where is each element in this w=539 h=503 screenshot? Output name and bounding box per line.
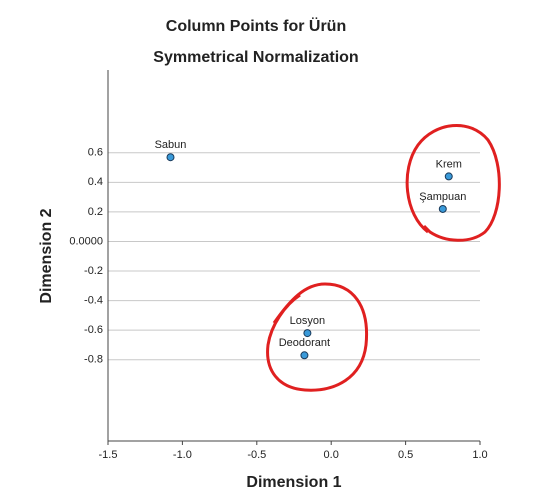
x-tick-label: -1.0 [173, 449, 192, 461]
point-label: Krem [436, 158, 462, 170]
point [166, 153, 175, 162]
x-tick-label: 0.5 [398, 449, 413, 461]
y-tick-label: -0.2 [84, 265, 103, 277]
point [300, 351, 309, 360]
y-tick-label: 0.4 [88, 176, 103, 188]
y-tick-label: 0.6 [88, 147, 103, 159]
x-tick-label: -1.5 [99, 449, 118, 461]
x-tick-label: -0.5 [247, 449, 266, 461]
annotation-circle [266, 282, 369, 392]
point [303, 329, 312, 338]
point [438, 204, 447, 213]
y-tick-label: -0.8 [84, 354, 103, 366]
point-label: Sabun [155, 139, 187, 151]
x-tick-label: 0.0 [324, 449, 339, 461]
x-axis-title: Dimension 1 [246, 474, 341, 491]
y-tick-label: 0.2 [88, 206, 103, 218]
y-tick-label: -0.6 [84, 324, 103, 336]
y-axis-title: Dimension 2 [38, 208, 55, 303]
point-label: Deodorant [279, 337, 330, 349]
y-tick-label: 0.0000 [69, 235, 103, 247]
annotation-circle [405, 124, 501, 242]
point-label: Losyon [290, 315, 325, 327]
point-label: Şampuan [419, 191, 466, 203]
x-tick-label: 1.0 [472, 449, 487, 461]
chart-subtitle: Symmetrical Normalization [153, 49, 358, 66]
plot-area: 0.6 0.4 0.2 0.0000 -0.2 -0.4 -0.6 -0.8 -1.5 -1.0 -… [69, 70, 488, 461]
chart-title: Column Points for Ürün [166, 16, 346, 35]
y-tick-label: -0.4 [84, 294, 103, 306]
point [444, 172, 453, 181]
